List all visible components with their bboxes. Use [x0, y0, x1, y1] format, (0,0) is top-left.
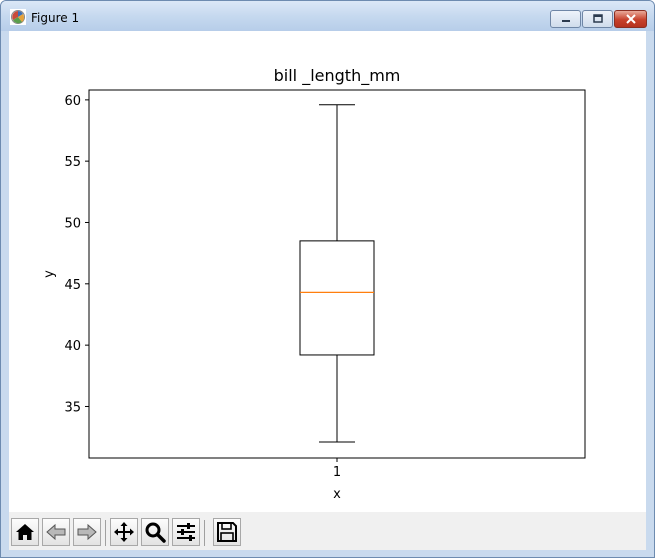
x-axis-label: x: [333, 487, 341, 502]
window-title: Figure 1: [31, 11, 80, 25]
move-icon: [114, 522, 134, 542]
box-series: [299, 104, 375, 443]
zoom-button[interactable]: [141, 518, 169, 546]
iqr-box: [299, 240, 375, 356]
home-button[interactable]: [11, 518, 39, 546]
y-tick-label: 40: [64, 339, 81, 354]
save-icon: [217, 522, 237, 542]
boxplot-chart[interactable]: bill _length_mm 35 40 45 50 55 60 1 x y: [9, 31, 646, 512]
matplotlib-app-icon: [10, 9, 26, 25]
maximize-button[interactable]: [582, 10, 613, 28]
y-tick-label: 45: [64, 278, 81, 293]
close-button[interactable]: [614, 10, 647, 28]
navigation-toolbar: [9, 512, 646, 550]
minimize-icon: [561, 20, 570, 22]
forward-button[interactable]: [73, 518, 101, 546]
chart-title: bill _length_mm: [274, 66, 401, 86]
back-arrow-icon: [46, 523, 66, 541]
home-icon: [16, 524, 34, 540]
zoom-icon: [145, 522, 166, 543]
save-button[interactable]: [213, 518, 241, 546]
minimize-button[interactable]: [550, 10, 581, 28]
toolbar-separator: [105, 520, 106, 546]
pan-button[interactable]: [110, 518, 138, 546]
y-tick-label: 35: [64, 400, 81, 415]
title-bar[interactable]: Figure 1: [1, 1, 654, 31]
maximize-icon: [592, 14, 603, 23]
y-tick-label: 60: [64, 94, 81, 109]
configure-subplots-button[interactable]: [172, 518, 200, 546]
toolbar-separator: [204, 520, 205, 546]
close-icon: [625, 14, 636, 24]
x-tick-label: 1: [333, 465, 341, 480]
forward-arrow-icon: [77, 523, 97, 541]
sliders-icon: [177, 523, 195, 541]
y-axis-label: y: [42, 270, 57, 278]
x-axis: 1: [333, 458, 341, 480]
y-axis: 35 40 45 50 55 60: [64, 94, 89, 415]
figure-canvas-area: bill _length_mm 35 40 45 50 55 60 1 x y: [9, 31, 646, 550]
y-tick-label: 50: [64, 216, 81, 231]
back-button[interactable]: [42, 518, 70, 546]
y-tick-label: 55: [64, 155, 81, 170]
